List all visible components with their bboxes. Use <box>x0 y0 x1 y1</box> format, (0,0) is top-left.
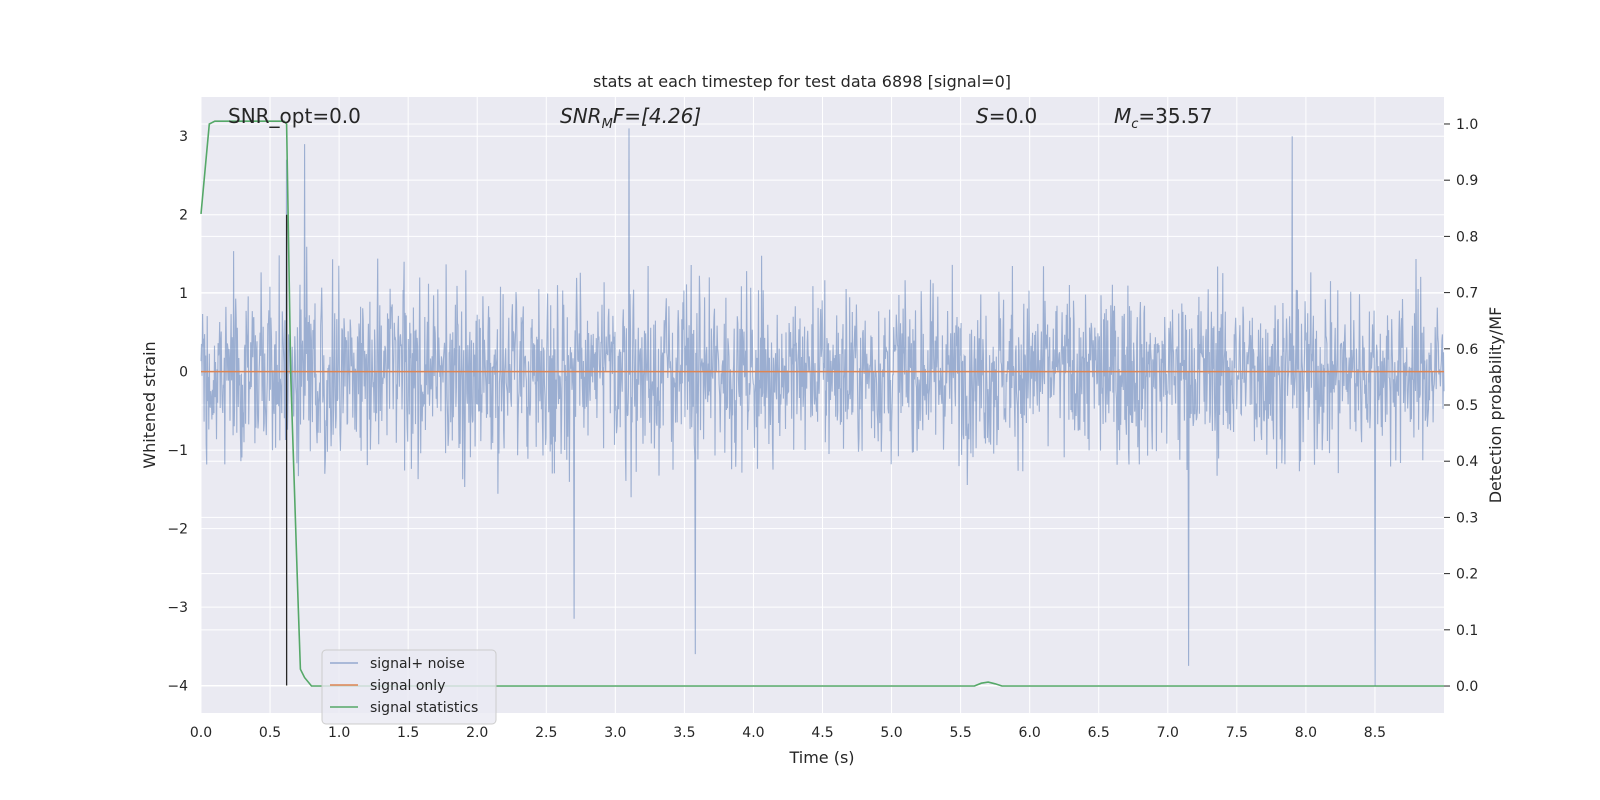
annotation-s: S=0.0 <box>976 104 1037 128</box>
line-series <box>200 120 1444 687</box>
y2-axis-label: Detection probability/MF <box>1486 307 1505 504</box>
signal-statistics-line <box>200 120 1444 687</box>
x-tick-label: 6.0 <box>1019 725 1041 741</box>
legend-label-signal-noise: signal+ noise <box>370 656 465 672</box>
y-tick-label: 1 <box>179 286 188 302</box>
x-tick-label: 0.0 <box>190 725 212 741</box>
chart-title: stats at each timestep for test data 689… <box>593 72 1011 91</box>
x-tick-label: 1.5 <box>397 725 419 741</box>
y2-tick-label: 0.1 <box>1456 623 1478 639</box>
x-tick-label: 7.0 <box>1157 725 1179 741</box>
y2-tick-label: 0.3 <box>1456 510 1478 526</box>
x-tick-label: 4.0 <box>742 725 764 741</box>
y2-tick-label: 0.5 <box>1456 398 1478 414</box>
y-tick-label: −1 <box>167 443 188 459</box>
x-tick-label: 2.5 <box>535 725 557 741</box>
x-tick-label: 2.0 <box>466 725 488 741</box>
y-tick-label: −4 <box>167 679 188 695</box>
legend: signal+ noise signal only signal statist… <box>321 649 497 725</box>
x-tick-label: 1.0 <box>328 725 350 741</box>
x-tick-label: 8.5 <box>1364 725 1386 741</box>
axis-ticks: 0.0 0.5 1.0 1.5 2.0 2.5 3.0 3.5 4.0 4.5 5.0 5.5 6.0 6… <box>167 117 1478 741</box>
signal-noise-line <box>200 128 1445 686</box>
y2-tick-label: 0.7 <box>1456 286 1478 302</box>
x-tick-label: 8.0 <box>1295 725 1317 741</box>
y-tick-label: 2 <box>179 208 188 224</box>
y-tick-label: −2 <box>167 522 188 538</box>
x-tick-label: 5.0 <box>880 725 902 741</box>
y2-tick-label: 0.0 <box>1456 679 1478 695</box>
annotation-snr-mf: SNRMF=[4.26] <box>560 104 701 132</box>
y2-tick-label: 1.0 <box>1456 117 1478 133</box>
legend-label-signal-only: signal only <box>370 678 445 694</box>
legend-label-signal-statistics: signal statistics <box>370 700 478 716</box>
x-tick-label: 3.0 <box>604 725 626 741</box>
annotation-mc: Mc=35.57 <box>1114 104 1212 132</box>
y-axis-label: Whitened strain <box>140 341 159 468</box>
annotation-snr-opt: SNR_opt=0.0 <box>228 104 361 128</box>
y2-tick-label: 0.9 <box>1456 173 1478 189</box>
y-tick-label: 3 <box>179 129 188 145</box>
x-tick-label: 5.5 <box>949 725 971 741</box>
y2-tick-label: 0.8 <box>1456 229 1478 245</box>
y2-tick-label: 0.2 <box>1456 567 1478 583</box>
y2-tick-label: 0.6 <box>1456 342 1478 358</box>
x-tick-label: 6.5 <box>1088 725 1110 741</box>
y-tick-label: −3 <box>167 600 188 616</box>
legend-box <box>321 649 497 725</box>
x-tick-label: 0.5 <box>259 725 281 741</box>
y2-tick-label: 0.4 <box>1456 454 1478 470</box>
x-tick-label: 7.5 <box>1226 725 1248 741</box>
signal-noise-series <box>200 128 1445 686</box>
x-tick-label: 4.5 <box>811 725 833 741</box>
x-axis-label: Time (s) <box>788 748 854 767</box>
x-tick-label: 3.5 <box>673 725 695 741</box>
y-tick-label: 0 <box>179 365 188 381</box>
